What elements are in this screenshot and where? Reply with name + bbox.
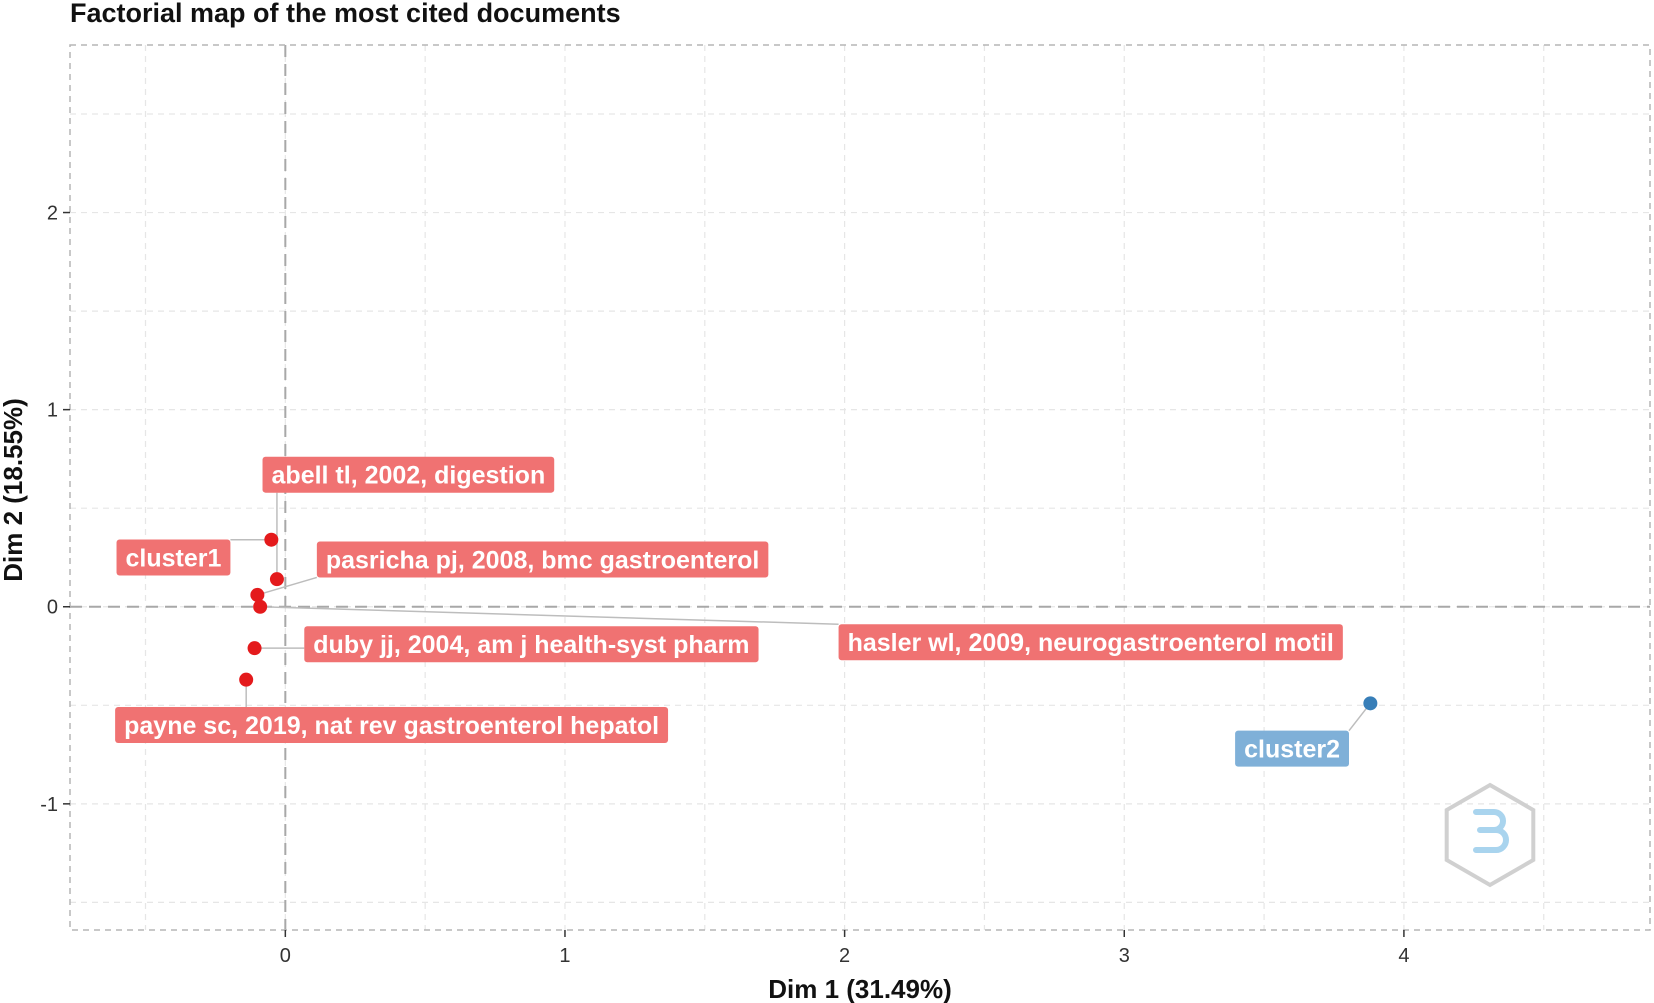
point-label: cluster2	[1235, 730, 1349, 767]
x-tick-label: 3	[1119, 945, 1130, 967]
cluster1-point	[239, 672, 254, 687]
cluster1-point	[264, 532, 279, 547]
label-text: pasricha pj, 2008, bmc gastroenterol	[326, 546, 760, 574]
x-axis-title: Dim 1 (31.49%)	[768, 974, 952, 1003]
logo-b-glyph	[1473, 809, 1509, 853]
label-text: cluster1	[126, 544, 222, 572]
cluster1-point	[250, 587, 265, 602]
x-tick-label: 4	[1398, 945, 1409, 967]
point-labels: abell tl, 2002, digestion cluster1 pasrich…	[115, 456, 1349, 767]
leader-line	[257, 576, 318, 596]
label-box	[116, 539, 231, 576]
leader-line	[260, 605, 839, 625]
point-label: pasricha pj, 2008, bmc gastroenterol	[316, 541, 769, 578]
y-tick-label: 2	[47, 203, 58, 225]
label-text: cluster2	[1244, 736, 1340, 764]
y-axis: -1 0 1 2	[40, 203, 70, 816]
label-text: payne sc, 2019, nat rev gastroenterol he…	[124, 712, 659, 740]
y-axis-title: Dim 2 (18.55%)	[0, 398, 28, 582]
cluster1-point	[253, 599, 268, 614]
point-label: payne sc, 2019, nat rev gastroenterol he…	[115, 707, 669, 744]
label-text: abell tl, 2002, digestion	[272, 462, 546, 490]
leader-lines	[230, 492, 1371, 732]
point-label: duby jj, 2004, am j health-syst pharm	[304, 626, 759, 663]
label-box	[1235, 730, 1349, 767]
data-points	[239, 532, 1378, 711]
x-tick-label: 1	[559, 945, 570, 967]
x-tick-label: 0	[280, 945, 291, 967]
label-box	[316, 541, 769, 578]
logo-hexagon	[1444, 782, 1536, 888]
label-box	[262, 456, 555, 493]
x-tick-label: 2	[839, 945, 850, 967]
cluster1-point	[247, 641, 262, 656]
y-tick-label: -1	[40, 794, 58, 816]
point-label: hasler wl, 2009, neurogastroenterol moti…	[838, 624, 1343, 661]
y-tick-label: 1	[47, 400, 58, 422]
y-tick-label: 0	[47, 597, 58, 619]
label-text: duby jj, 2004, am j health-syst pharm	[313, 631, 749, 659]
label-box	[115, 707, 669, 744]
x-axis: 0 1 2 3 4	[280, 930, 1409, 967]
point-label: abell tl, 2002, digestion	[262, 456, 555, 493]
logo-watermark	[1444, 782, 1536, 888]
cluster1-point	[269, 572, 284, 587]
point-label: cluster1	[116, 539, 231, 576]
label-box	[838, 624, 1343, 661]
label-box	[304, 626, 759, 663]
chart-title: Factorial map of the most cited document…	[70, 0, 621, 28]
cluster2-point	[1363, 696, 1378, 711]
label-text: hasler wl, 2009, neurogastroenterol moti…	[848, 629, 1334, 657]
